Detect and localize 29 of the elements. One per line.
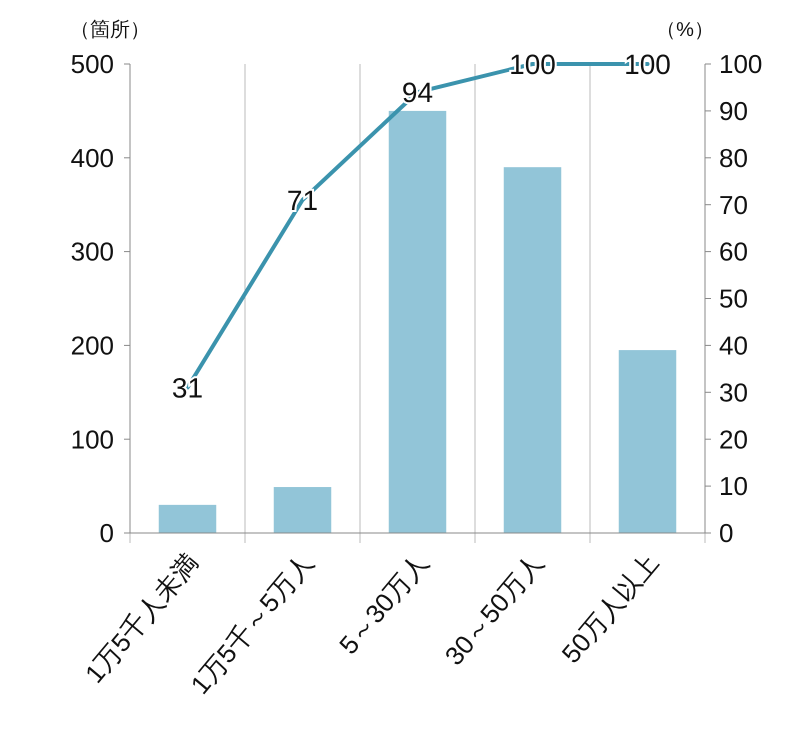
y2-tick-label: 20: [719, 424, 748, 454]
bar: [158, 504, 216, 533]
y2-tick-label: 60: [719, 236, 748, 267]
x-tick-label: 30～50万人: [438, 548, 550, 671]
y2-tick-label: 50: [719, 284, 748, 314]
y2-tick-label: 80: [719, 142, 748, 173]
y-axis-title: （箇所）: [70, 19, 150, 41]
x-tick-label: 50万人以上: [556, 548, 664, 669]
bar: [504, 167, 562, 533]
y-tick-label: 200: [70, 330, 114, 360]
y2-tick-label: 30: [719, 377, 748, 408]
bar: [618, 350, 676, 533]
data-label: 31: [172, 372, 204, 404]
bar: [388, 110, 446, 533]
y-tick-label: 0: [100, 518, 114, 548]
y-tick-label: 500: [70, 49, 114, 80]
y-tick-label: 400: [70, 142, 114, 173]
y-tick-label: 300: [70, 236, 114, 267]
data-label: 100: [624, 49, 671, 80]
y2-tick-label: 10: [719, 471, 748, 502]
y2-tick-label: 100: [719, 49, 762, 80]
y2-tick-label: 0: [719, 518, 734, 548]
y2-tick-label: 70: [719, 190, 748, 220]
x-tick-label: 5～30万人: [333, 548, 434, 660]
y2-tick-label: 40: [719, 330, 748, 360]
y2-axis-title: （%）: [656, 19, 714, 41]
y-tick-label: 100: [70, 424, 114, 454]
bar: [274, 487, 332, 533]
y2-tick-label: 90: [719, 96, 748, 126]
